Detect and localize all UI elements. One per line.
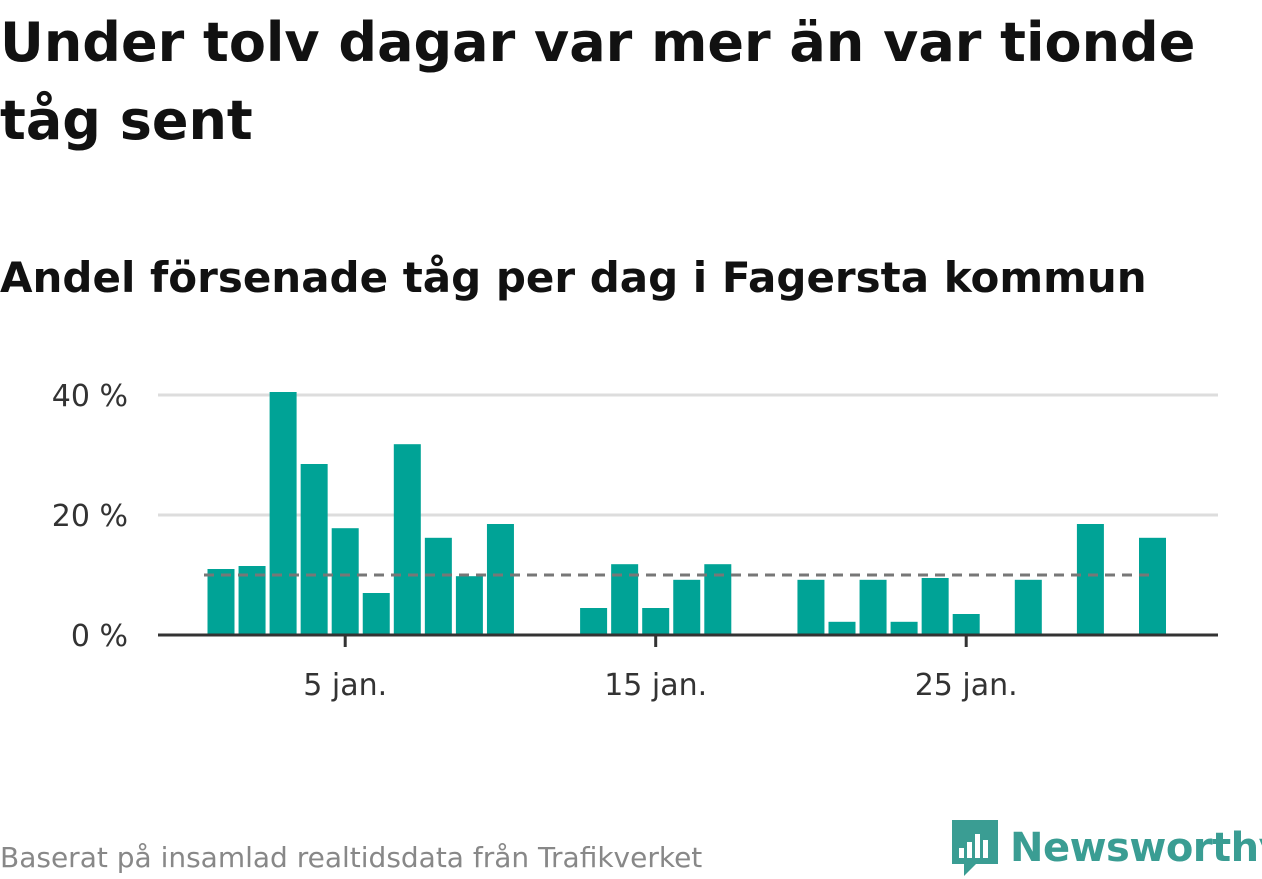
bar-day-16 (673, 579, 701, 635)
bar-day-6 (362, 593, 390, 635)
bar-day-23 (890, 621, 918, 635)
y-tick-label: 0 % (71, 619, 128, 654)
tick-labels: 0 % 20 % 40 % 5 jan. 15 jan. 25 jan. (52, 379, 1018, 703)
bar-day-15 (642, 608, 670, 635)
y-tick-label: 40 % (52, 379, 128, 414)
bars (207, 392, 1166, 635)
chart-title: Under tolv dagar var mer än var tionde t… (0, 11, 1196, 152)
axes (158, 633, 1218, 647)
bar-day-27 (1014, 579, 1042, 635)
source-note: Baserat på insamlad realtidsdata från Tr… (0, 841, 703, 874)
bar-day-29 (1076, 524, 1104, 635)
x-tick-label: 25 jan. (915, 668, 1018, 703)
bar-chart: 0 % 20 % 40 % 5 jan. 15 jan. 25 jan. (52, 379, 1218, 703)
x-tick-label: 15 jan. (604, 668, 707, 703)
bar-day-10 (486, 524, 514, 635)
bar-day-8 (424, 537, 452, 635)
y-tick-label: 20 % (52, 499, 128, 534)
bar-day-5 (331, 528, 359, 635)
bar-day-4 (300, 464, 328, 635)
bar-day-9 (455, 576, 483, 635)
bar-chart-speech-bubble-icon (952, 820, 998, 876)
bar-day-21 (828, 621, 856, 635)
bar-day-31 (1139, 537, 1166, 635)
bar-day-2 (238, 566, 266, 635)
x-tick-label: 5 jan. (303, 668, 387, 703)
chart-subtitle: Andel försenade tåg per dag i Fagersta k… (0, 253, 1147, 302)
newsworthy-logo: Newsworthy (950, 818, 1262, 878)
bar-day-1 (207, 569, 235, 635)
bar-day-3 (269, 392, 297, 635)
bar-day-22 (859, 579, 887, 635)
bar-day-25 (952, 614, 980, 635)
bar-day-24 (921, 578, 949, 635)
bar-day-13 (580, 608, 608, 635)
gridlines (158, 393, 1218, 517)
brand-name: Newsworthy (1010, 825, 1262, 871)
bar-day-20 (797, 579, 825, 635)
bar-day-7 (393, 444, 421, 635)
